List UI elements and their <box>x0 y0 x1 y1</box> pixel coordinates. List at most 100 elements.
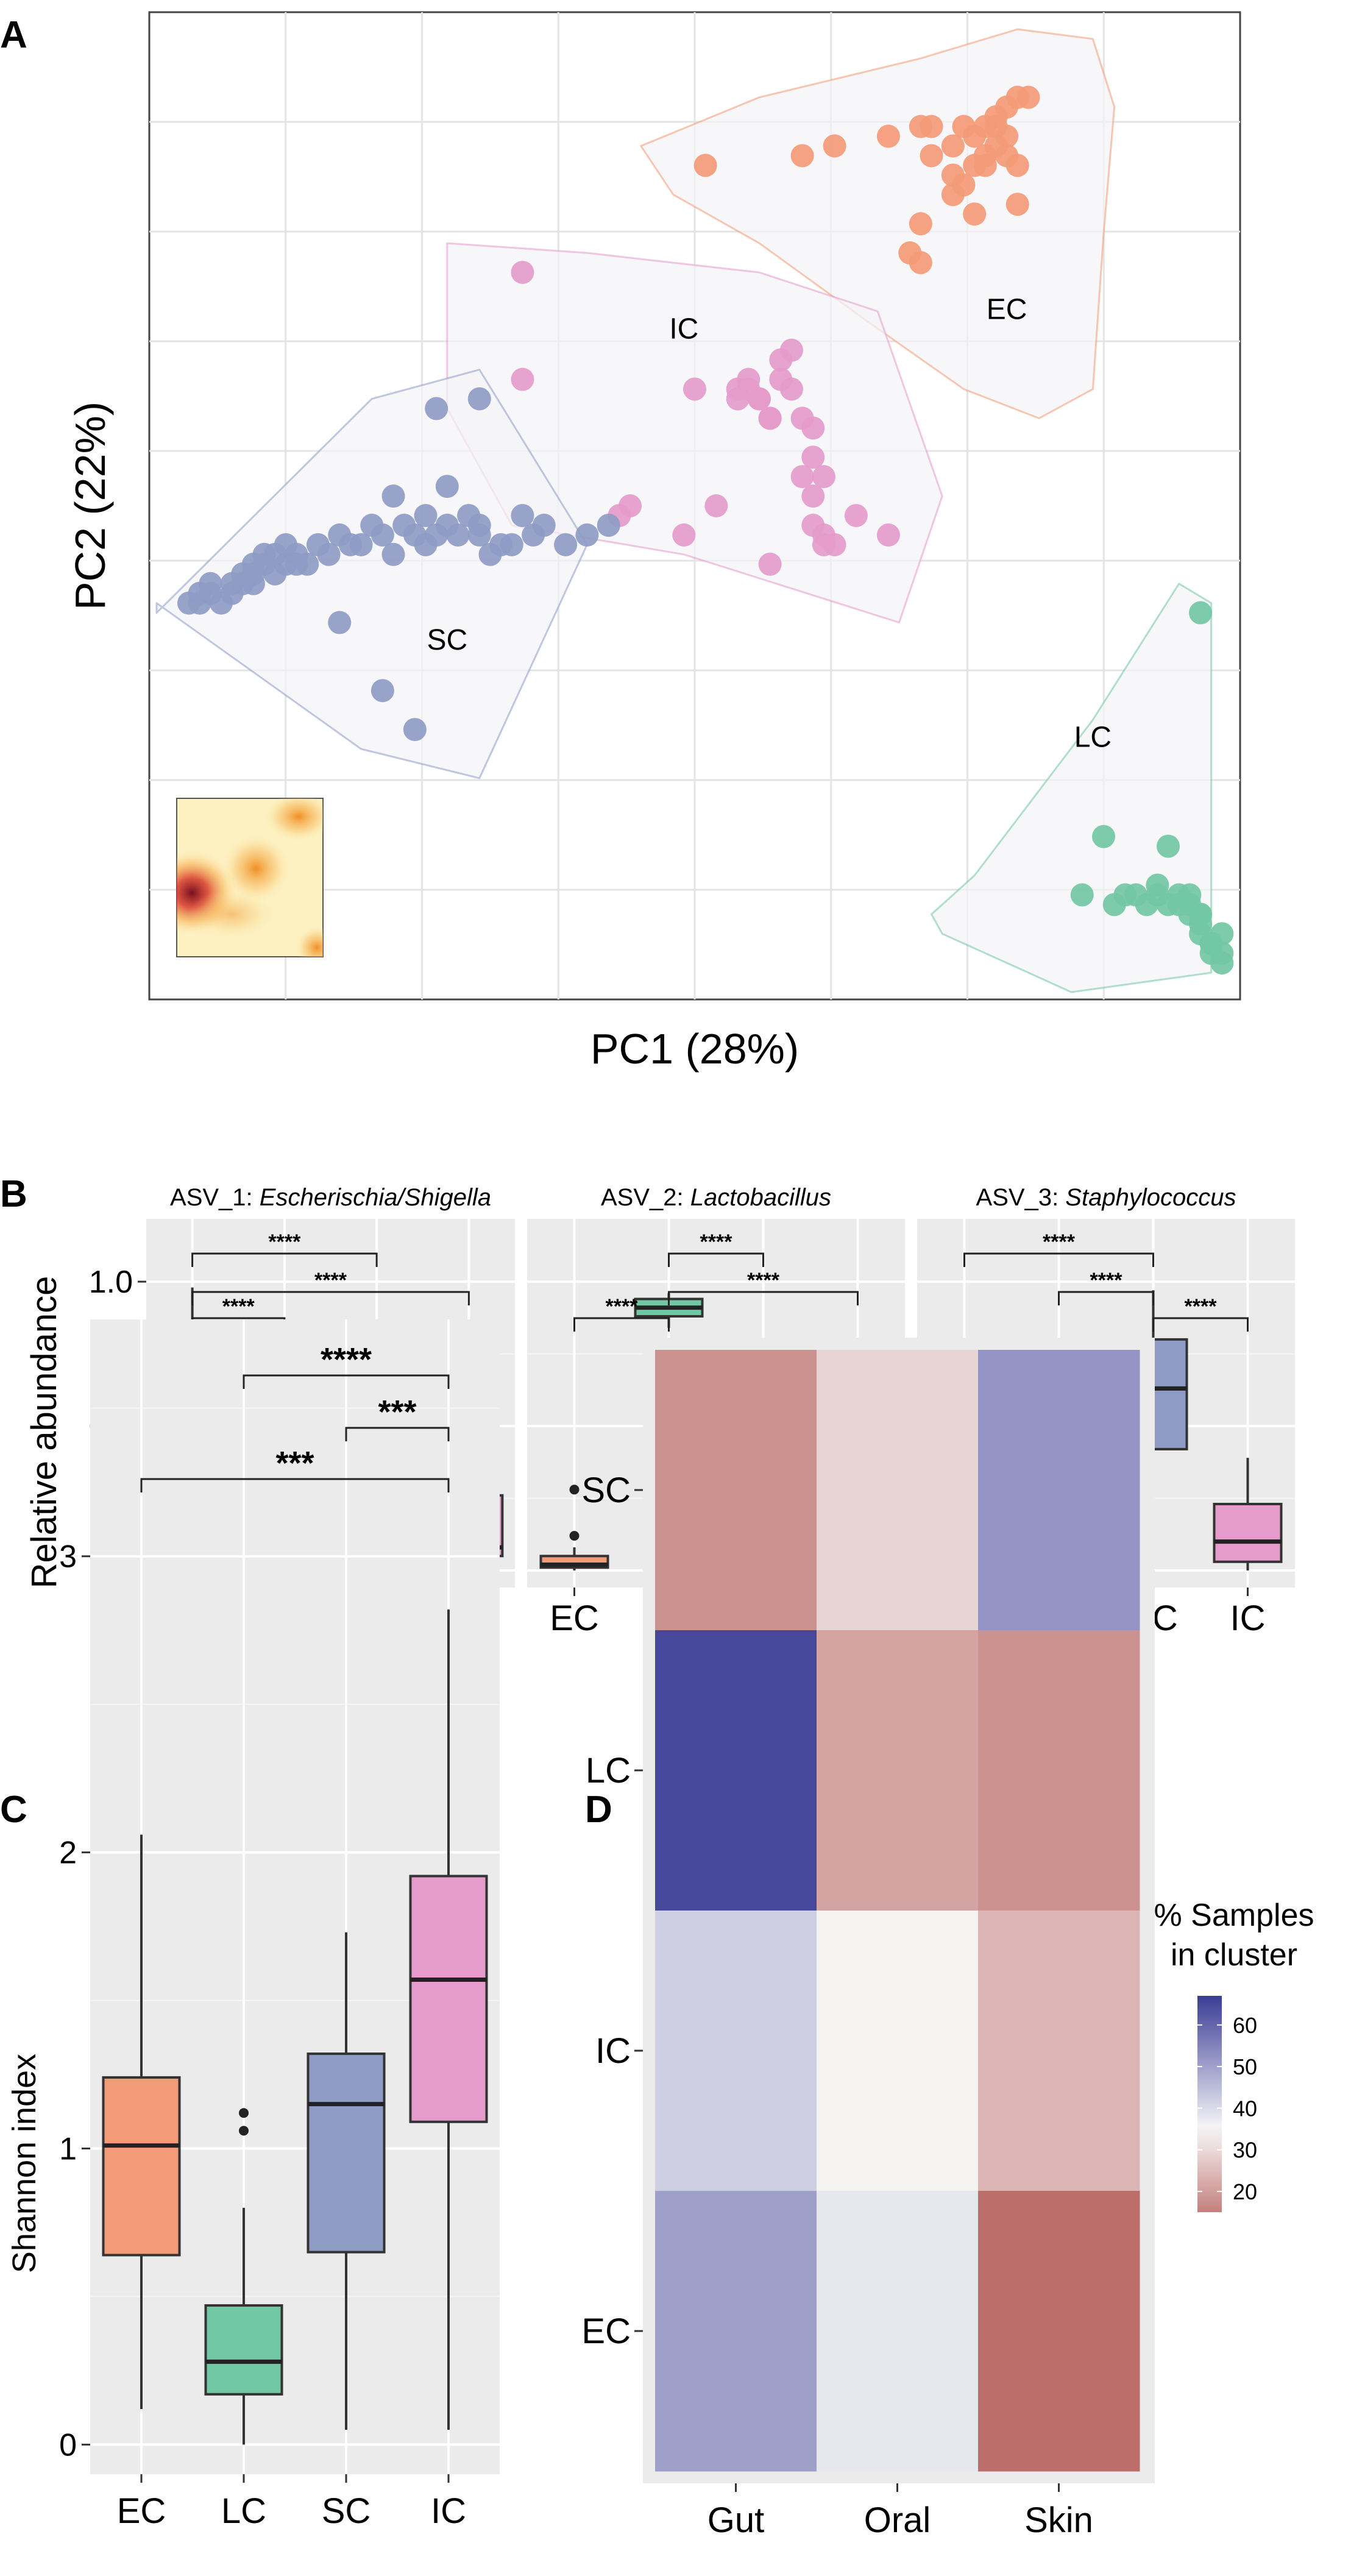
point-ic <box>812 533 835 556</box>
point-ec <box>909 212 932 236</box>
point-sc <box>403 718 427 742</box>
significance-bracket-label: **** <box>700 1230 733 1254</box>
x-tick-label: LC <box>221 2491 266 2531</box>
point-ic <box>511 367 534 391</box>
point-sc <box>414 503 438 527</box>
point-sc <box>381 542 405 566</box>
significance-bracket-line <box>243 1374 450 1389</box>
significance-bracket-label: **** <box>1090 1269 1123 1292</box>
facet-title-taxon: Lactobacillus <box>690 1184 831 1211</box>
point-sc <box>317 542 341 566</box>
significance-bracket: **** <box>1058 1269 1154 1305</box>
point-sc <box>489 533 513 556</box>
point-ec <box>973 154 997 177</box>
point-ec <box>876 124 900 148</box>
facet-title-prefix: ASV_2: <box>601 1184 690 1211</box>
box-ic-box <box>1213 1503 1283 1563</box>
panel-a-points <box>177 85 1234 975</box>
point-sc <box>425 397 449 420</box>
significance-bracket-line <box>668 1252 764 1267</box>
box-ic <box>409 1609 488 2430</box>
y-tick-label: 1.0 <box>89 1265 133 1300</box>
panel-d-legend: % Samples in cluster 60 50 40 30 20 <box>1154 1898 1314 2212</box>
box-sc <box>307 1932 386 2430</box>
y-tick-label: LC <box>586 1751 631 1790</box>
legend-title-line-1: % Samples <box>1154 1898 1314 1933</box>
significance-bracket-label: **** <box>268 1230 301 1254</box>
significance-bracket-line <box>191 1291 470 1305</box>
point-ec <box>790 144 814 168</box>
box-lc <box>204 2108 283 2445</box>
point-ic <box>812 465 835 489</box>
y-tick-label: EC <box>581 2312 631 2351</box>
point-sc <box>467 513 491 537</box>
point-ic <box>779 338 803 362</box>
point-sc <box>446 523 470 547</box>
significance-bracket: **** <box>243 1341 450 1389</box>
legend-tick-label: 60 <box>1233 2013 1257 2038</box>
panel-d-plot: SC LC IC EC Gut Oral Skin <box>581 1338 1155 2540</box>
significance-bracket-label: **** <box>1043 1230 1076 1254</box>
significance-bracket-line <box>1152 1317 1249 1332</box>
point-lc <box>1092 825 1116 848</box>
point-sc <box>467 387 491 411</box>
heatmap-cell-lc-oral <box>817 1630 979 1911</box>
point-ic <box>511 260 534 284</box>
point-ec <box>823 134 846 158</box>
point-ic <box>801 445 825 469</box>
point-sc <box>532 513 556 537</box>
heatmap-cell-ec-oral <box>817 2191 979 2472</box>
point-ic <box>844 503 868 527</box>
panel-d-label: D <box>585 1789 612 1831</box>
heatmap-cell-lc-gut <box>655 1630 817 1911</box>
significance-bracket: **** <box>191 1230 378 1267</box>
heatmap-cell-lc-skin <box>978 1630 1140 1911</box>
point-sc <box>381 484 405 508</box>
box-lc-outlier <box>239 2108 249 2118</box>
x-tick-label: Oral <box>864 2500 931 2540</box>
cluster-label-ec: EC <box>987 293 1027 325</box>
point-ic <box>683 377 706 401</box>
facet-title-prefix: ASV_3: <box>976 1184 1066 1211</box>
point-sc <box>575 523 599 547</box>
point-sc <box>554 533 578 556</box>
legend-tick-label: 30 <box>1233 2138 1257 2163</box>
point-ec <box>898 241 922 265</box>
significance-bracket-line <box>963 1252 1154 1267</box>
x-tick-label: IC <box>431 2491 466 2531</box>
point-lc <box>1210 951 1234 975</box>
significance-bracket-label: *** <box>275 1445 314 1481</box>
significance-bracket: **** <box>191 1269 470 1305</box>
x-tick-label: EC <box>117 2491 166 2531</box>
point-ec <box>920 144 943 168</box>
box-lc-outlier <box>239 2126 249 2136</box>
point-ec <box>1005 154 1029 177</box>
x-tick-label: SC <box>322 2491 371 2531</box>
box-lc-box <box>204 2304 283 2396</box>
cluster-label-ic: IC <box>669 313 698 345</box>
heatmap-cell-ec-skin <box>978 2191 1140 2472</box>
point-ic <box>801 416 825 440</box>
cluster-label-sc: SC <box>427 624 467 656</box>
box-ec-box <box>102 2076 181 2257</box>
x-tick-label: IC <box>1230 1598 1266 1638</box>
y-tick-label: 0 <box>59 2427 77 2463</box>
panel-c-label: C <box>0 1789 27 1831</box>
point-sc <box>349 533 373 556</box>
significance-bracket: *** <box>345 1394 450 1441</box>
hull-sc <box>155 369 588 779</box>
point-sc <box>328 611 352 634</box>
x-tick-label: EC <box>550 1598 599 1638</box>
point-lc <box>1189 601 1213 625</box>
point-ic <box>876 523 900 547</box>
box-ec <box>539 1485 609 1570</box>
panel-b-label: B <box>0 1173 27 1215</box>
point-sc <box>511 503 534 527</box>
legend-tick-label: 50 <box>1233 2054 1257 2079</box>
y-tick-label: 3 <box>59 1539 77 1575</box>
box-ec-outlier <box>569 1531 580 1541</box>
point-lc <box>1146 873 1169 897</box>
box-sc-box <box>307 2053 386 2254</box>
point-ic <box>619 494 642 517</box>
